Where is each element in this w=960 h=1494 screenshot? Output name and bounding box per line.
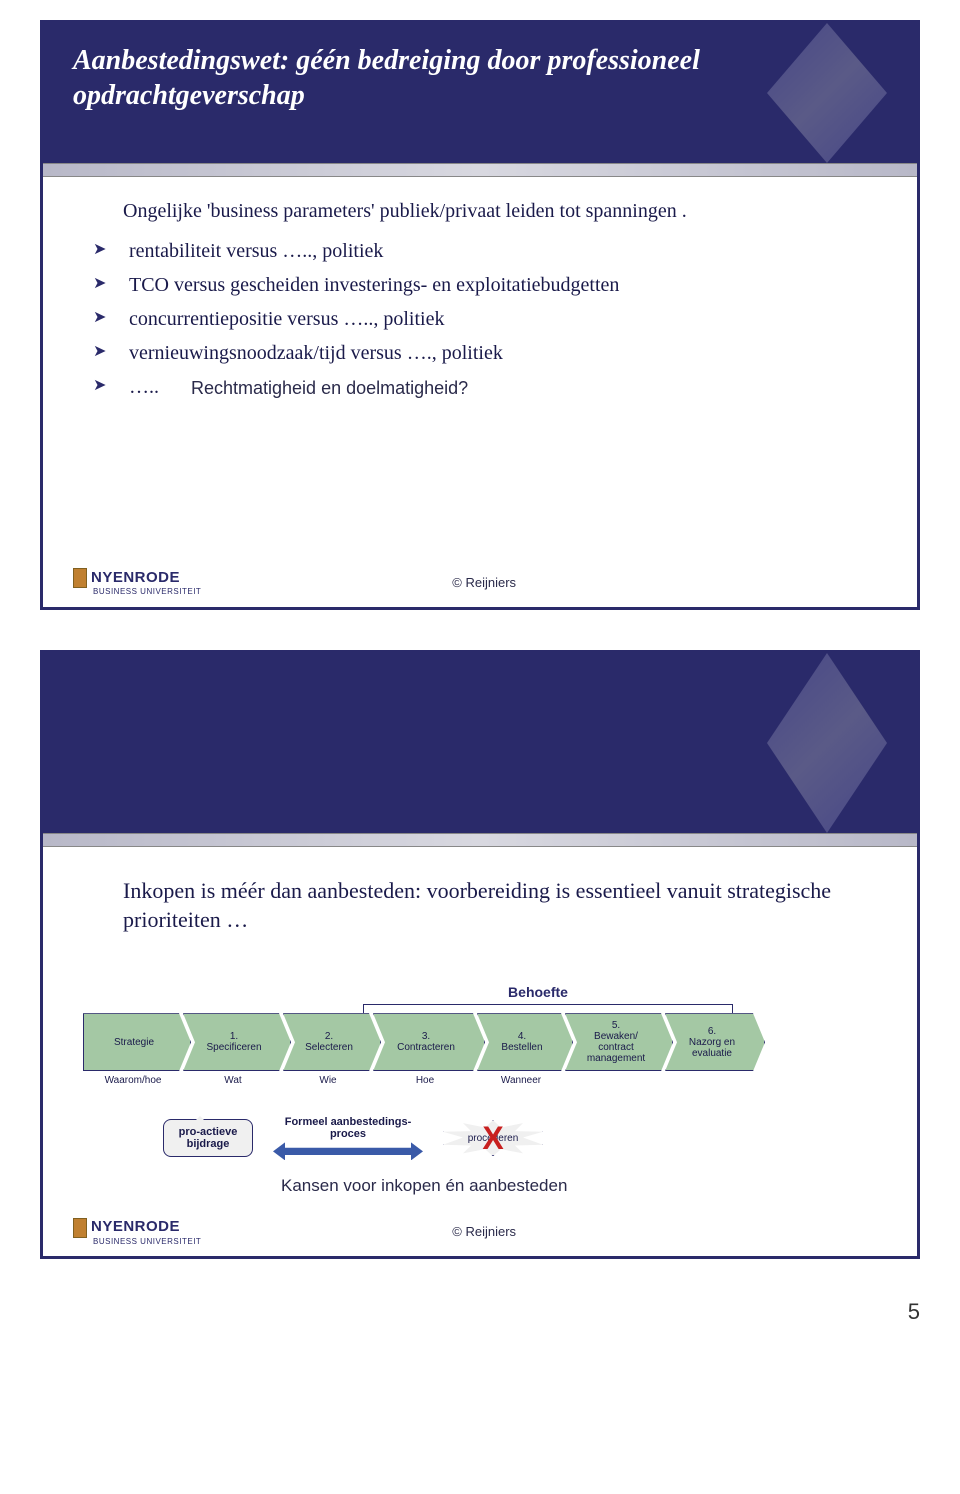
- chevron-sublabel: [665, 1075, 757, 1086]
- chevron-sublabel: [565, 1075, 665, 1086]
- intro-text: Ongelijke 'business parameters' publiek/…: [83, 197, 877, 225]
- chevron-sublabel: Hoe: [373, 1075, 477, 1086]
- bullet-text: TCO versus gescheiden investerings- en e…: [129, 274, 619, 296]
- process-sub-row: Waarom/hoeWatWieHoeWanneer: [83, 1075, 877, 1086]
- red-x-icon: X: [482, 1120, 503, 1157]
- legal-note: Rechtmatigheid en doelmatigheid?: [191, 376, 468, 401]
- behoefte-label: Behoefte: [463, 984, 613, 1000]
- process-chevron: 5.Bewaken/contractmanagement: [565, 1013, 673, 1071]
- chevron-sublabel: Waarom/hoe: [83, 1075, 183, 1086]
- slide-body: Inkopen is méér dan aanbesteden: voorber…: [43, 847, 917, 1256]
- bullet-item: rentabiliteit versus ….., politiek: [93, 237, 877, 265]
- bullet-text: vernieuwingsnoodzaak/tijd versus …., pol…: [129, 342, 503, 364]
- process-chevron: 3.Contracteren: [373, 1013, 485, 1071]
- accent-bar: [43, 163, 917, 177]
- bullet-item: ….. Rechtmatigheid en doelmatigheid?: [93, 373, 877, 401]
- copyright: © Reijniers: [201, 1224, 767, 1239]
- slide-2: Inkopen is méér dan aanbesteden: voorber…: [40, 650, 920, 1259]
- lower-annotation-row: pro-actieve bijdrage Formeel aanbestedin…: [163, 1116, 877, 1160]
- bullet-list: rentabiliteit versus ….., politiek TCO v…: [83, 237, 877, 401]
- accent-bar: [43, 833, 917, 847]
- bullet-item: vernieuwingsnoodzaak/tijd versus …., pol…: [93, 339, 877, 367]
- bullet-item: concurrentiepositie versus ….., politiek: [93, 305, 877, 333]
- nyenrode-logo: NYENRODE BUSINESS UNIVERSITEIT: [73, 568, 201, 597]
- slide-title: Aanbestedingswet: géén bedreiging door p…: [73, 43, 887, 113]
- chevron-title: 2.Selecteren: [305, 1031, 353, 1053]
- page-number: 5: [0, 1299, 960, 1325]
- copyright: © Reijniers: [201, 575, 767, 590]
- logo-crest-icon: [73, 1218, 87, 1238]
- chevron-title: 4.Bestellen: [501, 1031, 542, 1053]
- chevron-title: 1.Specificeren: [206, 1031, 261, 1053]
- double-arrow-block: Formeel aanbestedings-proces: [273, 1116, 423, 1160]
- logo-crest-icon: [73, 568, 87, 588]
- process-chevron: 2.Selecteren: [283, 1013, 381, 1071]
- slide-header: Aanbestedingswet: géén bedreiging door p…: [43, 23, 917, 163]
- kansen-text: Kansen voor inkopen én aanbesteden: [281, 1176, 567, 1196]
- process-chevron: Strategie: [83, 1013, 191, 1071]
- slide-1: Aanbestedingswet: géén bedreiging door p…: [40, 20, 920, 610]
- logo-sub: BUSINESS UNIVERSITEIT: [93, 588, 201, 597]
- chevron-sublabel: Wanneer: [477, 1075, 565, 1086]
- bidirectional-arrow-icon: [273, 1142, 423, 1160]
- process-chevron: 4.Bestellen: [477, 1013, 573, 1071]
- chevron-title: 6.Nazorg enevaluatie: [689, 1026, 735, 1059]
- header-diamond-graphic: [767, 653, 887, 833]
- double-arrow-label: Formeel aanbestedings-proces: [285, 1116, 412, 1140]
- slide-header: [43, 653, 917, 833]
- star-burst-box: procederen X: [443, 1120, 543, 1156]
- behoefte-brace: [363, 1004, 733, 1005]
- logo-main: NYENRODE: [91, 570, 180, 587]
- chevron-sublabel: Wie: [283, 1075, 373, 1086]
- logo-main: NYENRODE: [91, 1219, 180, 1236]
- slide-footer: NYENRODE BUSINESS UNIVERSITEIT © Reijnie…: [73, 568, 887, 597]
- chevron-title: 5.Bewaken/contractmanagement: [587, 1020, 645, 1064]
- chevron-title: 3.Contracteren: [397, 1031, 455, 1053]
- kansen-row: Kansen voor inkopen én aanbesteden: [253, 1176, 877, 1196]
- callout-proactive: pro-actieve bijdrage: [163, 1119, 253, 1157]
- logo-sub: BUSINESS UNIVERSITEIT: [93, 1238, 201, 1247]
- slide-body: Ongelijke 'business parameters' publiek/…: [43, 177, 917, 467]
- intro-text: Inkopen is méér dan aanbesteden: voorber…: [83, 877, 877, 934]
- bullet-text: concurrentiepositie versus ….., politiek: [129, 308, 444, 330]
- bullet-item: TCO versus gescheiden investerings- en e…: [93, 271, 877, 299]
- bullet-text: …..: [129, 376, 159, 398]
- chevron-sublabel: Wat: [183, 1075, 283, 1086]
- process-chevron-row: Strategie 1.Specificeren 2.Selecteren 3.Con…: [83, 1013, 877, 1071]
- chevron-title: Strategie: [114, 1037, 154, 1048]
- slide-footer: NYENRODE BUSINESS UNIVERSITEIT © Reijnie…: [73, 1218, 887, 1247]
- process-chevron: 6.Nazorg enevaluatie: [665, 1013, 765, 1071]
- process-chevron: 1.Specificeren: [183, 1013, 291, 1071]
- nyenrode-logo: NYENRODE BUSINESS UNIVERSITEIT: [73, 1218, 201, 1247]
- bullet-text: rentabiliteit versus ….., politiek: [129, 240, 383, 262]
